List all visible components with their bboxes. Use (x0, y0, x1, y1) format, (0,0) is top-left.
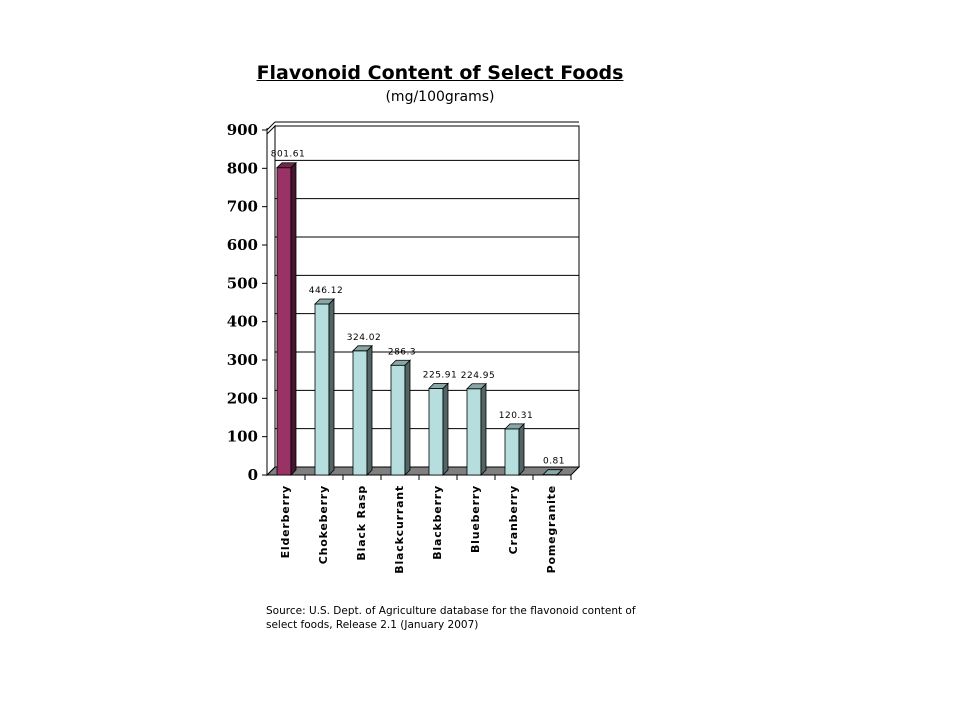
bar (276, 167, 292, 476)
bar (352, 350, 368, 476)
y-tick-label: 500 (227, 274, 258, 292)
grid-depth-line (266, 121, 276, 131)
bar-top (466, 383, 487, 390)
bar-top (352, 345, 373, 352)
x-tick-label: Blackcurrant (393, 485, 406, 574)
data-label: 225.91 (423, 370, 458, 380)
bar-side (328, 298, 335, 476)
x-tick-label: Cranberry (507, 485, 520, 554)
y-tick-label: 100 (227, 428, 258, 446)
data-label: 224.95 (461, 371, 496, 381)
bar-side (366, 344, 373, 476)
y-tick-label: 600 (227, 236, 258, 254)
data-label: 801.61 (271, 150, 306, 160)
bar-top (504, 423, 525, 430)
bar (314, 303, 330, 476)
y-tick-label: 300 (227, 351, 258, 369)
x-tick-label: Black Rasp (355, 485, 368, 561)
bar-side (518, 422, 525, 476)
bar-side (480, 382, 487, 476)
chart-title: Flavonoid Content of Select Foods (256, 62, 624, 84)
bar (504, 428, 520, 476)
y-tick-label: 200 (227, 389, 258, 407)
bar-top (542, 469, 563, 476)
bar-top (390, 359, 411, 366)
data-label: 446.12 (309, 286, 344, 296)
bar-top (428, 383, 449, 389)
plot-floor (265, 466, 581, 476)
x-tick-label: Elderberry (279, 485, 292, 558)
bar-side (290, 161, 297, 476)
data-label: 0.81 (543, 457, 565, 467)
data-label: 324.02 (347, 333, 382, 343)
plot-side-wall (266, 124, 276, 477)
bar (390, 364, 406, 476)
bar-top (276, 162, 297, 169)
y-tick-label: 0 (248, 466, 258, 484)
chart-subtitle: (mg/100grams) (385, 89, 495, 105)
bar-side (442, 382, 449, 476)
data-label: 286.3 (388, 347, 416, 357)
bar-side (404, 359, 411, 476)
bar (466, 388, 482, 476)
x-tick-label: Pomegranite (545, 485, 558, 573)
y-tick-label: 400 (227, 313, 258, 331)
x-tick-label: Chokeberry (317, 485, 330, 564)
source-note: Source: U.S. Dept. of Agriculture databa… (266, 605, 636, 631)
data-label: 120.31 (499, 411, 534, 421)
x-tick-label: Blackberry (431, 485, 444, 560)
x-tick-label: Blueberry (469, 485, 482, 553)
y-tick-label: 900 (227, 121, 258, 139)
bar (428, 388, 444, 476)
bar-top (314, 298, 335, 305)
y-tick-label: 700 (227, 198, 258, 216)
y-tick-label: 800 (227, 159, 258, 177)
